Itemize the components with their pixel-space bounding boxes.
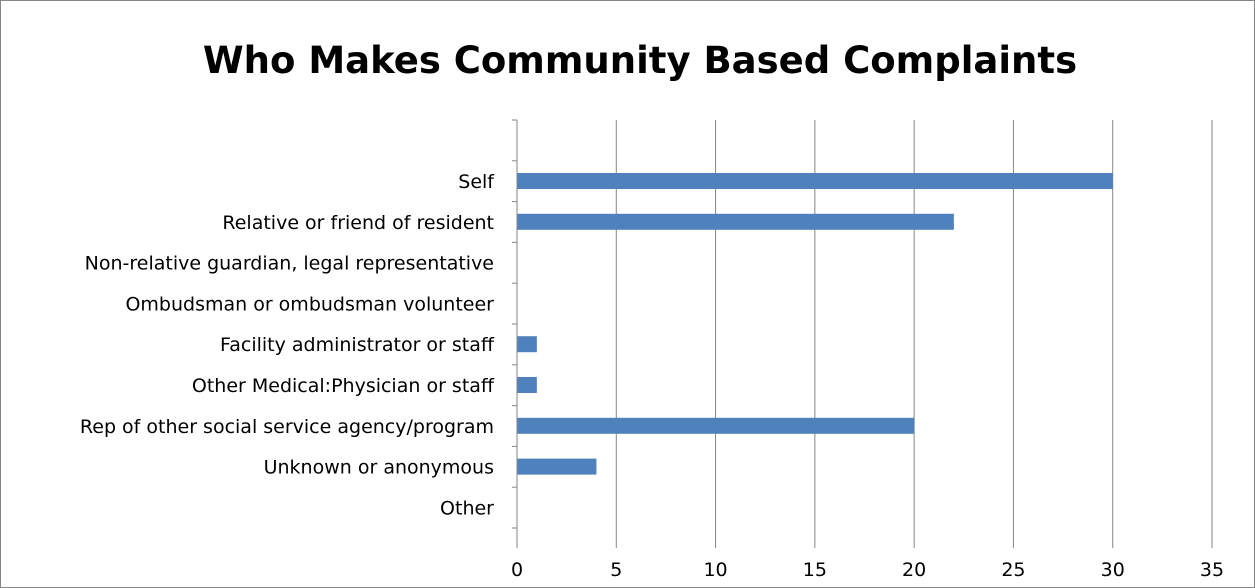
x-tick-label: 15 xyxy=(803,559,827,581)
category-label: Other Medical:Physician or staff xyxy=(192,375,495,397)
category-label: Self xyxy=(458,171,495,193)
bar xyxy=(517,458,597,475)
bar xyxy=(517,173,1113,189)
x-tick-label: 10 xyxy=(703,559,727,581)
x-tick-label: 35 xyxy=(1200,559,1224,581)
bar xyxy=(517,213,954,230)
category-label: Ombudsman or ombudsman volunteer xyxy=(125,293,494,315)
axes xyxy=(512,119,518,548)
x-tick-label: 0 xyxy=(511,559,523,581)
grid-lines xyxy=(615,120,1213,548)
x-tick-label: 5 xyxy=(610,559,622,581)
bar xyxy=(517,417,915,434)
tick-labels: 0 5 10 15 20 25 30 35 xyxy=(511,559,1224,581)
x-tick-label: 30 xyxy=(1101,559,1125,581)
category-label: Unknown or anonymous xyxy=(264,457,494,479)
category-label: Non-relative guardian, legal representat… xyxy=(85,253,494,275)
category-labels: Self Relative or friend of resident Non-re… xyxy=(80,171,495,519)
bar xyxy=(517,336,537,353)
chart-title: Who Makes Community Based Complaints xyxy=(203,39,1077,82)
bars xyxy=(517,173,1113,475)
category-label: Relative or friend of resident xyxy=(222,212,494,234)
x-tick-label: 20 xyxy=(902,559,926,581)
category-label: Other xyxy=(440,497,494,519)
category-label: Rep of other social service agency/progr… xyxy=(80,416,494,438)
bar xyxy=(517,377,537,393)
category-label: Facility administrator or staff xyxy=(220,334,495,356)
x-tick-label: 25 xyxy=(1001,559,1025,581)
